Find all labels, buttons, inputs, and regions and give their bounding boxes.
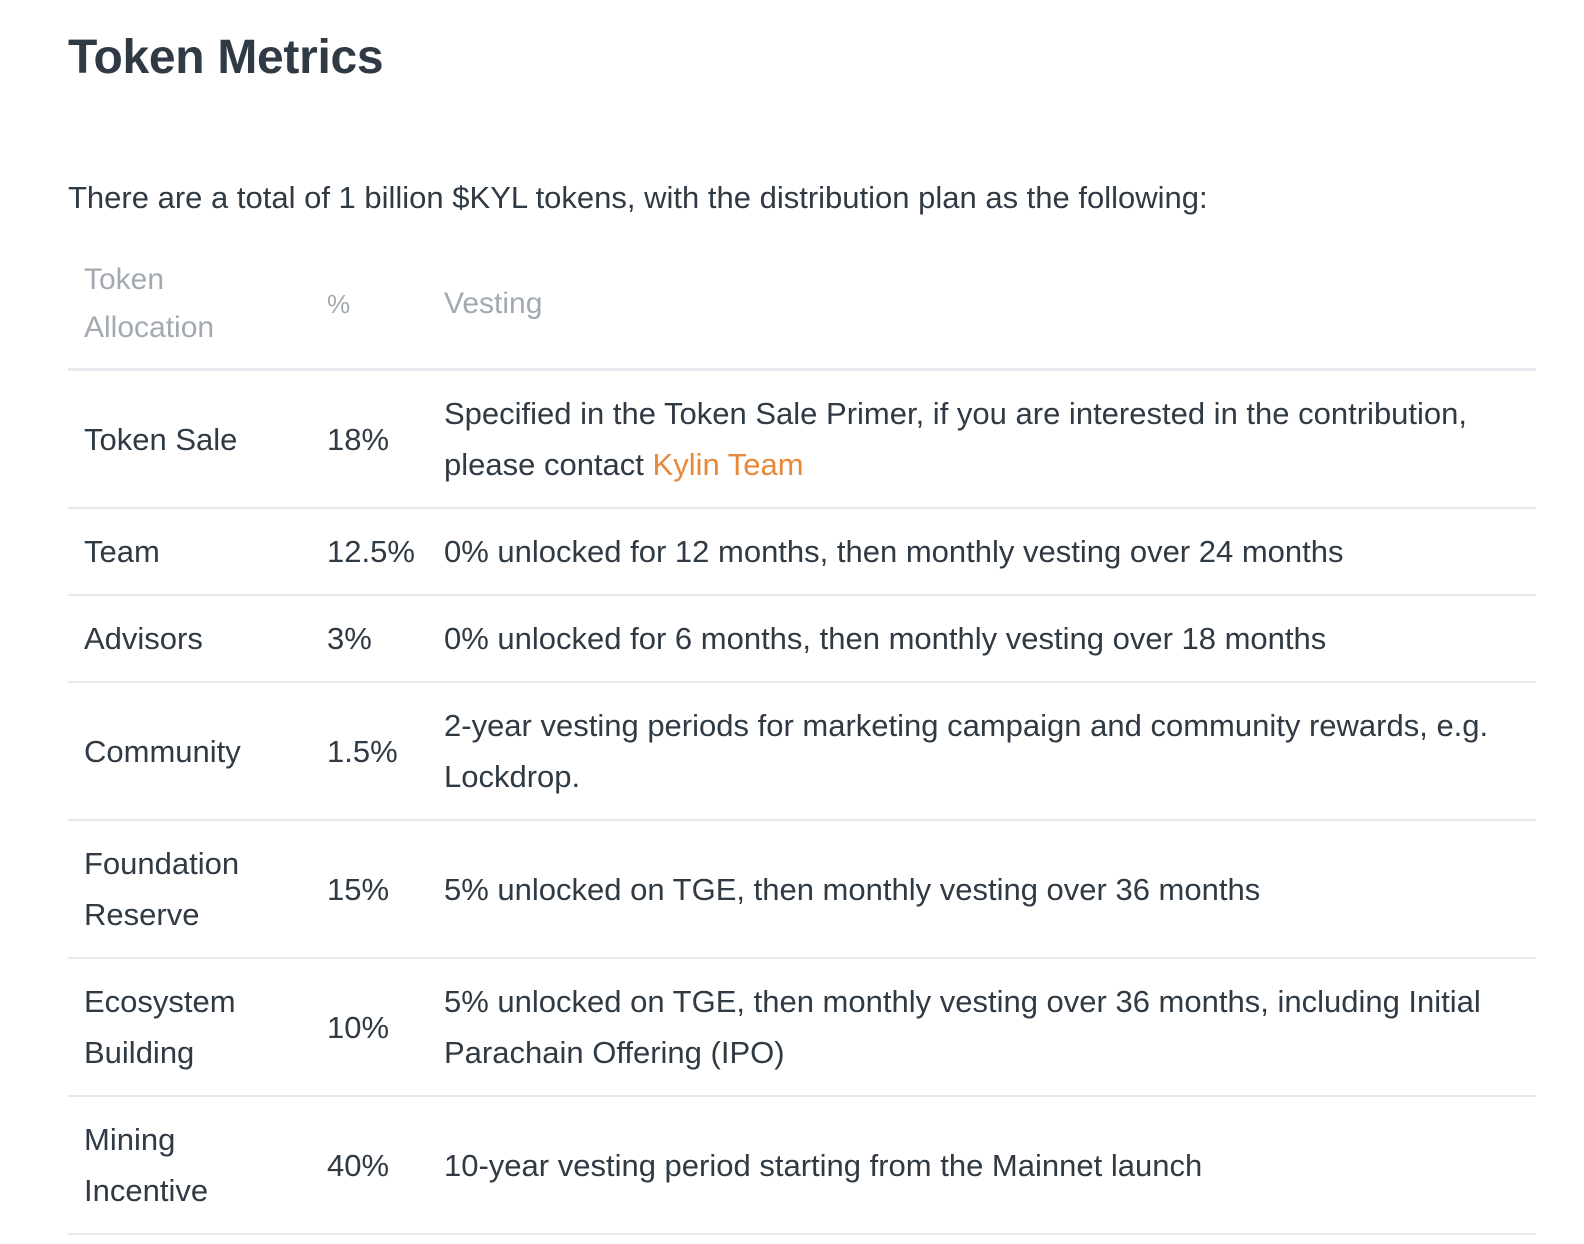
percent-cell: 1.5% <box>311 682 428 821</box>
token-allocation-table: Token Allocation % Vesting Token Sale 18%… <box>68 250 1536 1235</box>
vesting-cell: 10-year vesting period starting from the… <box>428 1096 1536 1235</box>
percent-cell: 3% <box>311 595 428 683</box>
allocation-cell: Advisors <box>68 595 311 683</box>
header-vesting: Vesting <box>428 250 1536 371</box>
table-row: Community 1.5% 2-year vesting periods fo… <box>68 682 1536 821</box>
table-row: Mining Incentive 40% 10-year vesting per… <box>68 1096 1536 1235</box>
percent-cell: 40% <box>311 1096 428 1235</box>
allocation-cell: Foundation Reserve <box>68 820 311 959</box>
header-token-allocation: Token Allocation <box>68 250 311 371</box>
vesting-cell: 0% unlocked for 6 months, then monthly v… <box>428 595 1536 683</box>
vesting-cell: 0% unlocked for 12 months, then monthly … <box>428 508 1536 596</box>
allocation-cell: Token Sale <box>68 369 311 509</box>
table-row: Token Sale 18% Specified in the Token Sa… <box>68 369 1536 509</box>
kylin-team-link[interactable]: Kylin Team <box>652 447 804 482</box>
vesting-cell: 2-year vesting periods for marketing cam… <box>428 682 1536 821</box>
header-token-allocation-line2: Allocation <box>84 311 215 344</box>
allocation-cell: Ecosystem Building <box>68 958 311 1097</box>
vesting-cell: Specified in the Token Sale Primer, if y… <box>428 369 1536 509</box>
allocation-cell: Community <box>68 682 311 821</box>
allocation-cell: Mining Incentive <box>68 1096 311 1235</box>
percent-cell: 18% <box>311 369 428 509</box>
percent-cell: 12.5% <box>311 508 428 596</box>
header-percent: % <box>311 250 428 371</box>
table-row: Ecosystem Building 10% 5% unlocked on TG… <box>68 958 1536 1097</box>
intro-paragraph: There are a total of 1 billion $KYL toke… <box>68 180 1208 215</box>
vesting-cell: 5% unlocked on TGE, then monthly vesting… <box>428 958 1536 1097</box>
vesting-cell: 5% unlocked on TGE, then monthly vesting… <box>428 820 1536 959</box>
percent-cell: 15% <box>311 820 428 959</box>
allocation-cell: Team <box>68 508 311 596</box>
page-title: Token Metrics <box>68 31 384 84</box>
header-token-allocation-line1: Token <box>84 263 165 296</box>
table-row: Foundation Reserve 15% 5% unlocked on TG… <box>68 820 1536 959</box>
table-row: Team 12.5% 0% unlocked for 12 months, th… <box>68 508 1536 596</box>
table-header-row: Token Allocation % Vesting <box>68 250 1536 371</box>
percent-cell: 10% <box>311 958 428 1097</box>
vesting-text: Specified in the Token Sale Primer, if y… <box>444 396 1468 482</box>
table-row: Advisors 3% 0% unlocked for 6 months, th… <box>68 595 1536 683</box>
